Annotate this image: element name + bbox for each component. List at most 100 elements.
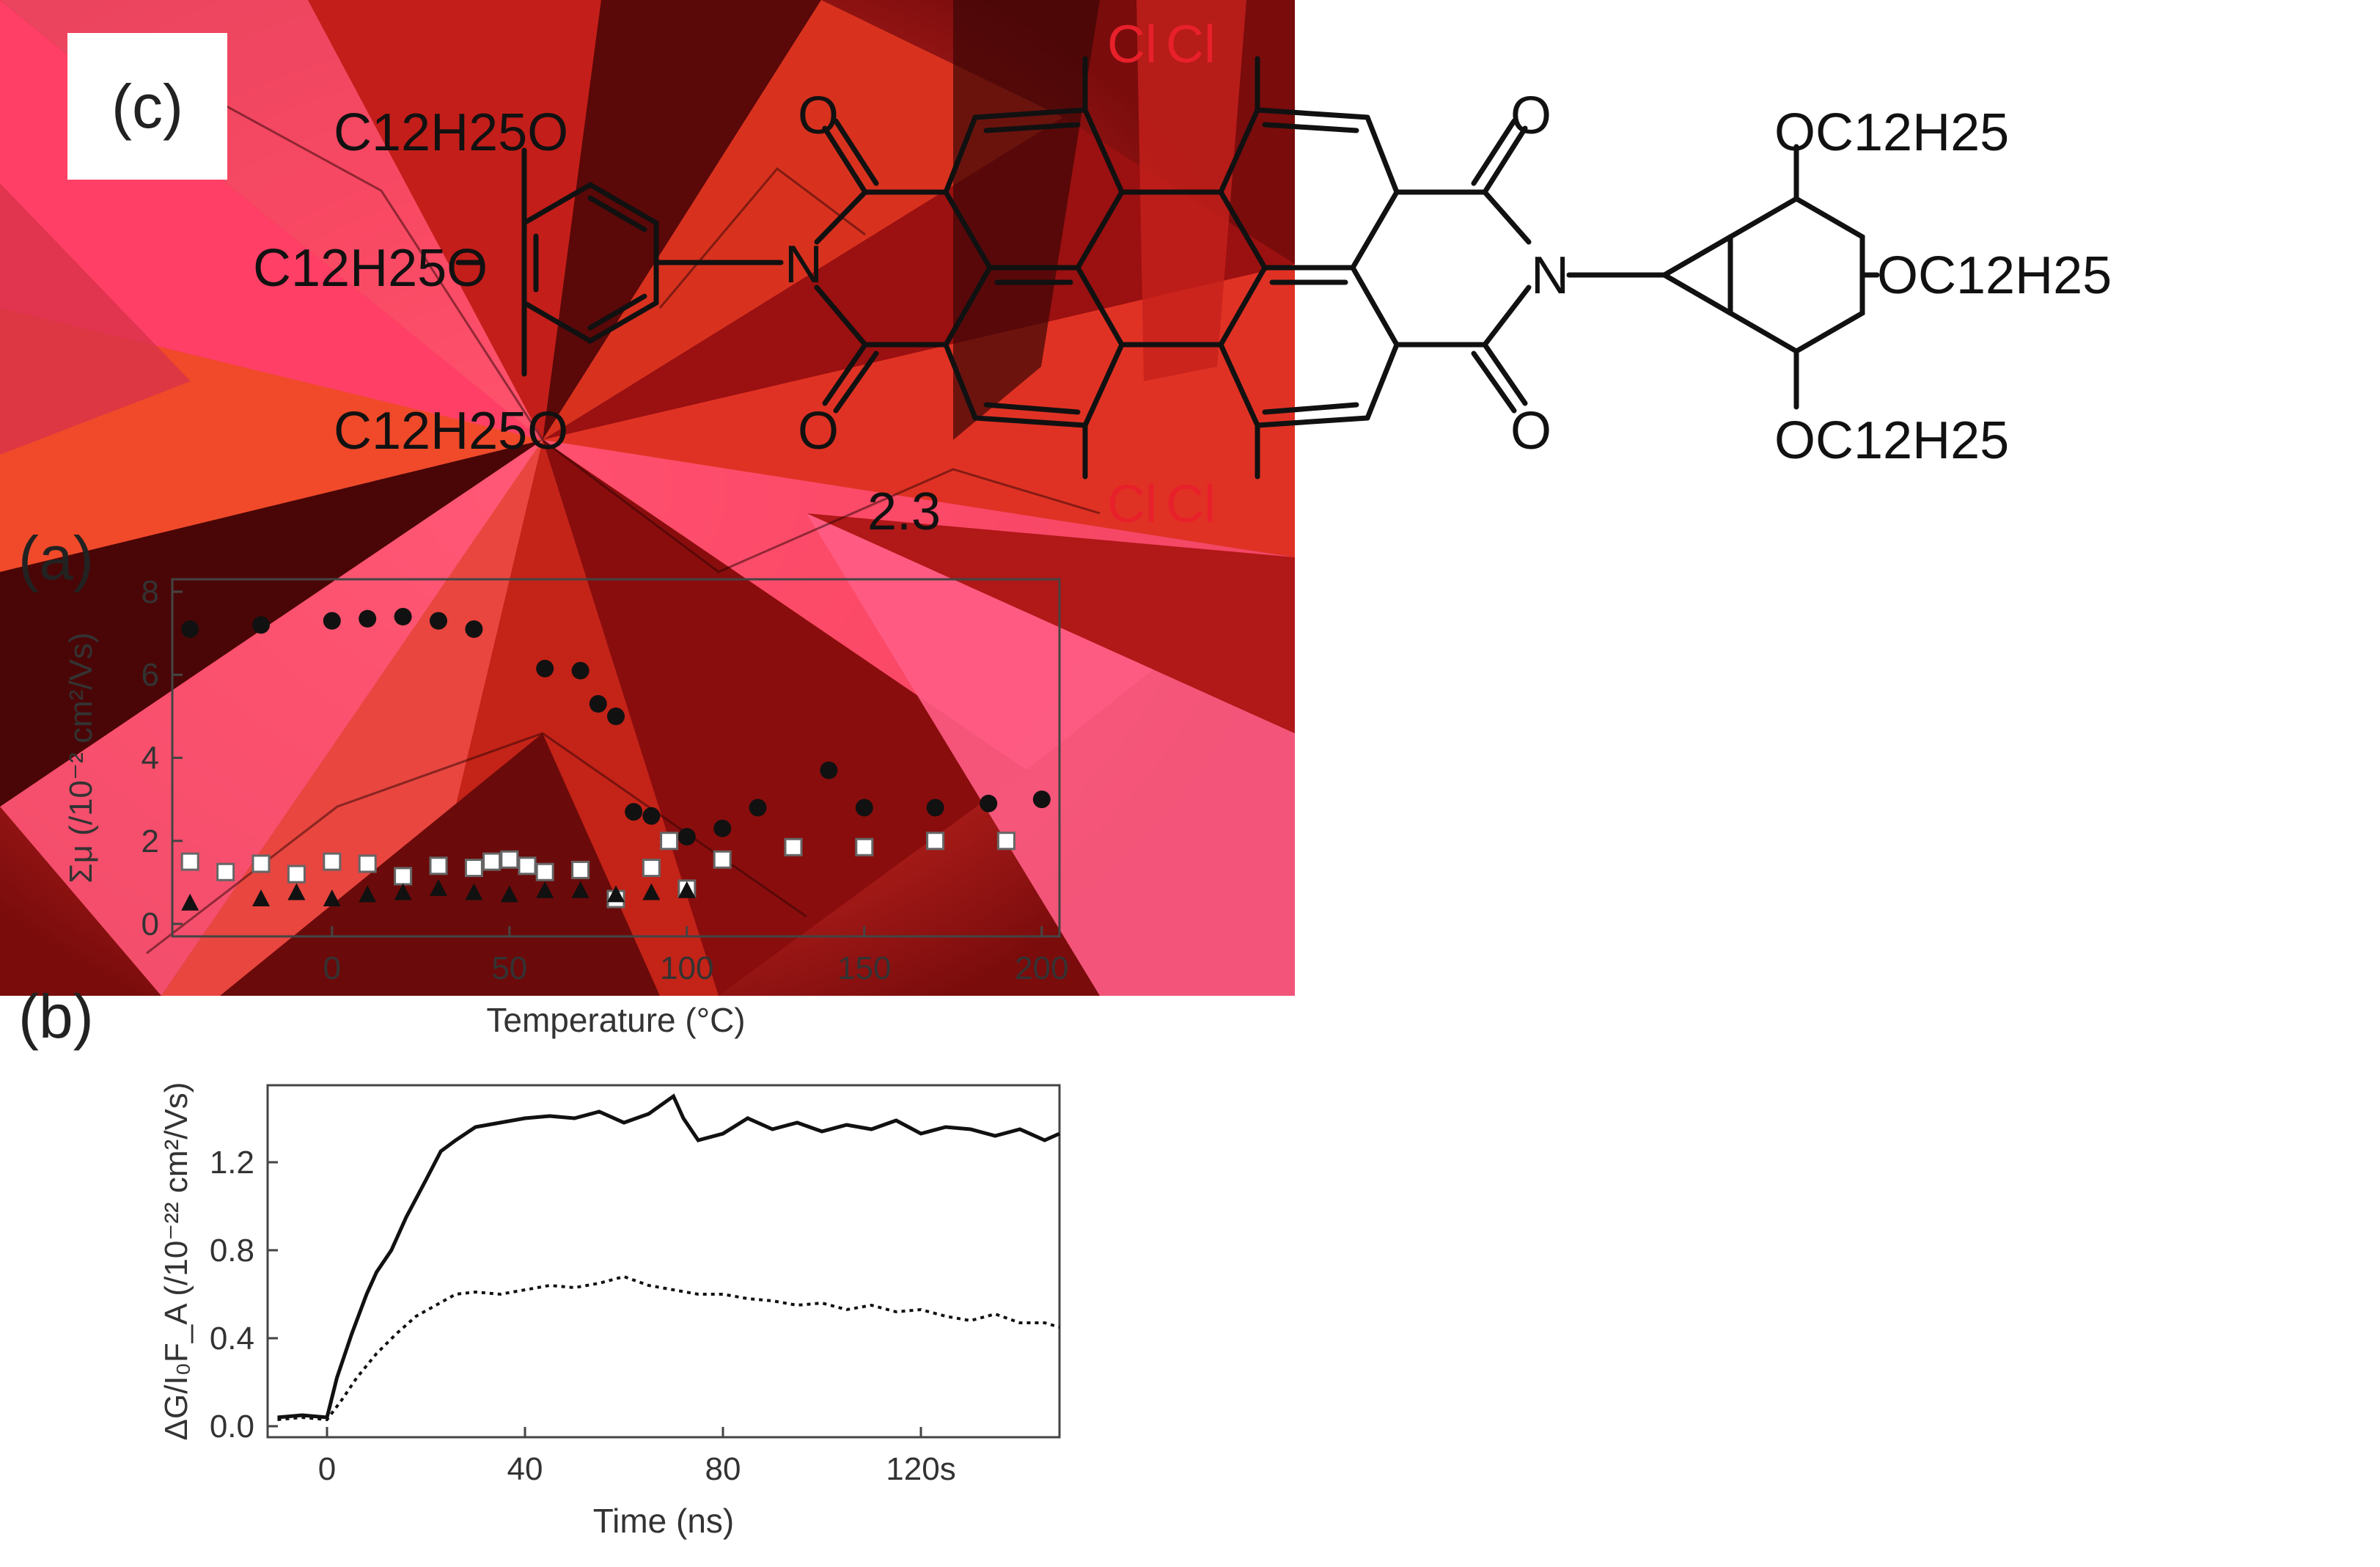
data-point-square — [251, 854, 271, 873]
data-point-triangle — [287, 883, 306, 900]
y-tick-label: 8 — [142, 574, 159, 610]
data-point-square — [464, 859, 483, 878]
chlorine-bottom-right: Cl — [1166, 475, 1216, 534]
data-point-circle — [607, 707, 625, 725]
structure-labels: C12H25O C12H25O C12H25O OC12H25 OC12H25 … — [253, 87, 2112, 541]
y-axis-label: Σμ (/10⁻² cm²/Vs) — [63, 632, 99, 883]
data-point-square — [394, 867, 413, 886]
imide-n-right: N — [1531, 246, 1569, 305]
carbonyl-o-right-bot: O — [1510, 402, 1551, 460]
x-tick-label: 50 — [491, 950, 527, 986]
data-point-square — [287, 865, 306, 884]
y-tick-label: 1.2 — [210, 1145, 254, 1181]
data-point-square — [358, 854, 377, 873]
data-point-triangle — [394, 883, 412, 900]
x-tick-label: 200 — [1015, 950, 1068, 986]
data-point-circle — [1032, 790, 1051, 809]
data-point-triangle — [607, 885, 625, 903]
data-point-circle — [642, 807, 661, 825]
imide-n-left: N — [785, 235, 823, 294]
data-point-square — [660, 832, 679, 851]
substituent-right-bot: OC12H25 — [1774, 411, 2009, 470]
data-point-square — [535, 862, 554, 881]
substituent-left-bot: C12H25O — [334, 402, 568, 460]
data-point-circle — [713, 819, 732, 837]
data-point-circle — [465, 620, 483, 638]
chart-b: (b) 0 40 80 120s 0.0 0.4 0.8 1.2 Time (ns) ΔG/I₀F… — [18, 982, 1061, 1540]
chart-b-axes: 0 40 80 120s 0.0 0.4 0.8 1.2 Time (ns) ΔG/I₀F_A (… — [158, 1082, 1061, 1540]
chart-b-frame — [266, 1084, 1061, 1439]
data-point-square — [996, 832, 1015, 851]
carbonyl-o-left-top: O — [798, 87, 839, 145]
data-point-triangle — [500, 885, 518, 903]
data-point-circle — [749, 799, 767, 817]
substituent-right-top: OC12H25 — [1774, 103, 2009, 162]
data-point-circle — [980, 794, 998, 812]
data-point-square — [323, 852, 342, 871]
panel-label-b: (b) — [18, 982, 94, 1051]
data-point-circle — [855, 799, 873, 817]
compound-2-3-structure: C12H25O C12H25O C12H25O OC12H25 OC12H25 … — [253, 15, 2112, 541]
data-point-square — [482, 852, 502, 871]
substituent-left-mid: C12H25O — [253, 239, 488, 298]
data-point-triangle — [465, 883, 483, 900]
y-tick-label: 0.4 — [210, 1321, 254, 1357]
data-point-square — [180, 852, 199, 871]
data-point-square — [571, 860, 590, 879]
chlorine-labels: Cl Cl Cl Cl — [1107, 15, 1216, 534]
data-point-square — [713, 850, 732, 869]
data-point-square — [216, 862, 235, 881]
compound-label: 2.3 — [867, 482, 941, 541]
data-point-circle — [181, 620, 199, 638]
y-tick-label: 0 — [142, 906, 159, 942]
data-point-circle — [252, 616, 270, 634]
chart-a: (a) 0 50 100 150 200 0 2 4 6 8 Temperature (°C) Σμ … — [18, 524, 1069, 1039]
y-tick-label: 2 — [142, 823, 159, 859]
x-tick-label: 0 — [323, 950, 341, 986]
data-point-circle — [677, 828, 696, 846]
y-tick-label: 0.8 — [210, 1233, 254, 1269]
substituent-right-mid: OC12H25 — [1877, 246, 2112, 305]
x-axis-label: Time (ns) — [593, 1502, 735, 1540]
data-point-triangle — [323, 889, 341, 907]
data-point-square — [642, 859, 661, 878]
x-tick-label: 100 — [660, 950, 713, 986]
chart-a-marks — [180, 607, 1051, 911]
series-line-dotted — [277, 1274, 1060, 1422]
carbonyl-o-right-top: O — [1510, 87, 1551, 145]
data-point-square — [855, 837, 874, 856]
data-point-circle — [536, 659, 554, 678]
data-point-square — [518, 856, 537, 876]
data-point-circle — [820, 761, 838, 779]
data-point-triangle — [359, 885, 377, 903]
data-point-circle — [430, 612, 447, 630]
data-point-circle — [625, 803, 643, 821]
data-point-triangle — [181, 893, 199, 911]
data-point-square — [784, 837, 803, 856]
data-point-circle — [926, 799, 944, 817]
y-tick-label: 0.0 — [210, 1409, 254, 1445]
data-point-circle — [589, 694, 607, 713]
x-axis-label: Temperature (°C) — [486, 1001, 745, 1039]
chart-b-marks — [277, 1093, 1061, 1422]
data-point-circle — [323, 612, 341, 630]
panel-label-c: (c) — [67, 33, 227, 180]
data-point-circle — [394, 607, 412, 625]
chlorine-top-right: Cl — [1166, 15, 1216, 74]
substituent-left-top: C12H25O — [334, 103, 568, 162]
series-line-solid — [277, 1093, 1061, 1420]
y-tick-label: 4 — [142, 741, 159, 777]
chlorine-top-left: Cl — [1107, 15, 1157, 74]
data-point-square — [926, 832, 945, 851]
structure-bonds — [455, 56, 1880, 480]
x-tick-label: 0 — [318, 1451, 336, 1487]
data-point-circle — [359, 609, 377, 628]
data-point-circle — [571, 661, 590, 680]
x-tick-label: 150 — [837, 950, 891, 986]
data-point-triangle — [677, 881, 696, 898]
x-tick-label: 80 — [705, 1451, 741, 1487]
y-tick-label: 6 — [142, 657, 159, 693]
data-point-square — [429, 856, 448, 876]
x-tick-label: 120s — [886, 1451, 955, 1487]
data-point-triangle — [536, 881, 554, 898]
